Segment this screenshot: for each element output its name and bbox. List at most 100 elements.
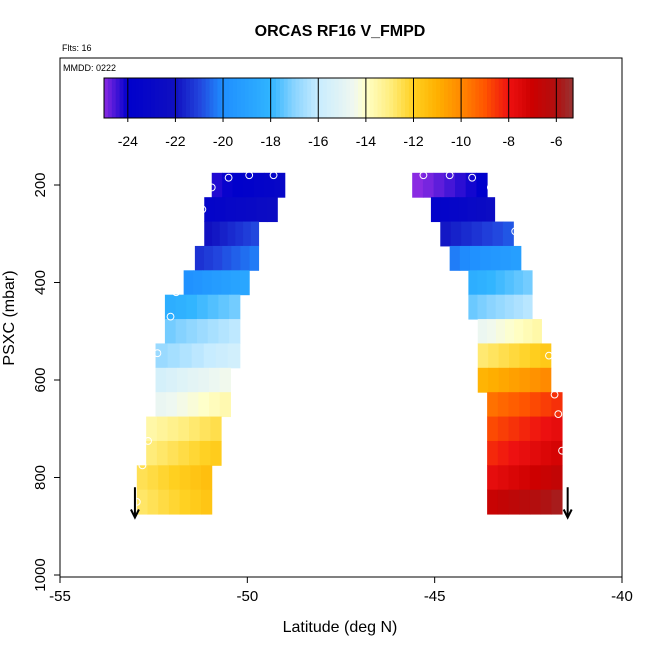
left-profile-cell [136, 465, 149, 491]
y-tick-label: 400 [32, 270, 49, 295]
right-profile-cell [508, 440, 520, 466]
left-profile-cell [214, 197, 226, 223]
colorbar-swatch [146, 78, 152, 118]
left-profile-cell [204, 221, 213, 247]
colorbar-swatch [154, 78, 160, 118]
colorbar-swatch [522, 78, 527, 118]
colorbar-swatch [447, 78, 453, 118]
right-profile-cell [509, 343, 521, 369]
colorbar-swatch [135, 78, 140, 118]
left-profile-cell [136, 489, 149, 515]
colorbar-swatch [557, 78, 562, 118]
right-profile-cell [440, 197, 450, 223]
right-profile-cell [551, 392, 563, 418]
left-profile-point [269, 171, 278, 180]
left-profile-cell [209, 392, 221, 418]
mmdd-annotation: MMDD: 0222 [63, 63, 116, 73]
left-profile-cell [179, 343, 193, 369]
right-profile-cell [455, 172, 467, 198]
right-profile-cell [508, 416, 520, 442]
colorbar-swatch [123, 78, 129, 118]
colorbar-swatch [127, 78, 132, 118]
right-profile-cell [505, 319, 515, 344]
colorbar-swatch [502, 78, 508, 118]
right-profile-cell [477, 270, 488, 296]
right-profile-cell [522, 270, 533, 296]
right-profile-cell [497, 465, 510, 491]
colorbar-swatch [483, 78, 488, 118]
left-profile-cell [235, 221, 244, 247]
left-profile-cell [175, 319, 187, 344]
left-profile-arrow-head [130, 509, 140, 520]
right-profile-cell [465, 172, 477, 198]
y-tick-label: 1000 [32, 558, 49, 591]
left-profile-cell [218, 319, 230, 344]
right-profile-cell [551, 416, 563, 442]
left-profile-cell [250, 221, 260, 247]
left-profile-cell [155, 367, 167, 393]
left-profile-cell [147, 489, 159, 515]
left-profile-cell [232, 172, 244, 198]
left-profile-cell [218, 294, 230, 320]
colorbar-swatch [361, 78, 367, 118]
x-tick-label: -45 [424, 588, 446, 605]
colorbar-swatch [158, 78, 164, 118]
left-profile-point [132, 497, 141, 506]
left-profile-cell [210, 440, 222, 466]
colorbar-swatch [166, 78, 172, 118]
left-profile-cell [199, 416, 211, 442]
right-profile-cell [498, 367, 510, 393]
flts-annotation: Flts: 16 [62, 43, 92, 53]
left-profile-cell [253, 172, 265, 198]
colorbar-swatch [150, 78, 156, 118]
left-profile-cell [198, 367, 210, 393]
right-profile-cell [487, 489, 499, 515]
colorbar-swatch [385, 78, 390, 118]
left-profile-cell [176, 367, 189, 393]
right-profile-cell [497, 489, 510, 515]
left-profile-cell [186, 294, 198, 320]
colorbar-swatch [432, 78, 437, 118]
left-profile-cell [240, 245, 250, 271]
left-profile-cell [245, 197, 257, 223]
colorbar-swatch [225, 78, 230, 118]
colorbar-swatch [342, 78, 347, 118]
right-profile-cell [519, 392, 531, 418]
right-profile-cell [477, 367, 489, 393]
colorbar-swatch [232, 78, 238, 118]
left-profile-cell [178, 440, 190, 466]
right-profile-cell [532, 319, 542, 344]
colorbar-swatch [256, 78, 261, 118]
right-profile-cell [508, 392, 520, 418]
left-profile-cell [166, 392, 178, 418]
colorbar-swatch [315, 78, 320, 118]
right-profile-point [445, 171, 454, 180]
colorbar-tick-label: -8 [502, 133, 515, 149]
colorbar-swatch [272, 78, 277, 118]
right-profile-cell [440, 221, 452, 247]
left-profile-cell [211, 270, 222, 296]
left-profile-cell [179, 489, 191, 515]
left-profile-cell [227, 221, 236, 247]
right-profile-cell [510, 245, 522, 271]
right-profile-cell [529, 465, 542, 491]
left-profile-cell [229, 294, 241, 320]
right-profile-point [486, 183, 495, 192]
right-profile-cell [450, 221, 462, 247]
left-profile-cell [207, 294, 219, 320]
left-profile-cell [211, 172, 223, 198]
colorbar-tick-label: -14 [356, 133, 376, 149]
left-profile-cell [179, 465, 191, 491]
left-profile-cell [203, 343, 217, 369]
right-profile-cell [469, 245, 481, 271]
left-profile-cell [222, 172, 234, 198]
right-profile-cell [482, 221, 493, 247]
colorbar-swatch [182, 78, 187, 118]
colorbar-swatch [444, 78, 449, 118]
left-profile-cell [204, 197, 216, 223]
left-profile-cell [166, 367, 178, 393]
colorbar-swatch [334, 78, 340, 118]
left-profile-cell [203, 245, 214, 271]
colorbar-swatch [217, 78, 222, 118]
right-profile-cell [519, 416, 531, 442]
